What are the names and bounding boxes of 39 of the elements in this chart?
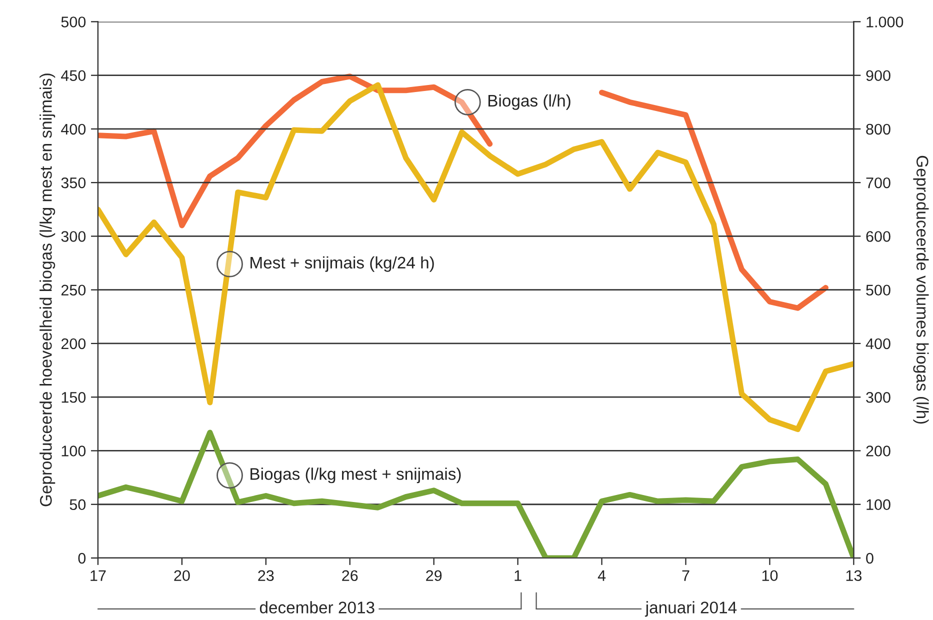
x-tick-label: 20	[174, 570, 190, 582]
x-tick-label: 17	[90, 570, 106, 581]
y2-tick-label: 600	[866, 231, 890, 242]
y-tick-label: 350	[61, 177, 86, 188]
y2-tick-label: 300	[866, 392, 890, 403]
y-tick-label: 150	[62, 392, 86, 403]
x-tick-label: 4	[598, 570, 606, 581]
y-tick-label: 250	[61, 284, 86, 296]
x-tick-label: 7	[682, 570, 690, 581]
y2-tick-label: 1.000	[866, 16, 904, 28]
y-tick-label: 200	[61, 338, 86, 350]
annotation: Mest + snijmais (kg/24 h)	[250, 256, 434, 272]
y-tick-label: 500	[61, 16, 86, 28]
y-tick-label: 450	[61, 70, 86, 82]
y2-tick-label: 800	[866, 124, 890, 135]
text: december 2013	[260, 601, 374, 614]
y2-tick-label: 400	[866, 338, 890, 350]
annotation: Biogas (l/h)	[488, 94, 570, 110]
text: januari 2014	[644, 601, 737, 617]
x-tick-label: 29	[426, 570, 442, 582]
y2-tick-label: 900	[866, 70, 890, 82]
y2-tick-label: 200	[866, 446, 890, 456]
y2-tick-label: 700	[866, 177, 890, 188]
y-tick-label: 300	[61, 231, 86, 242]
y-tick-label: 400	[61, 124, 86, 135]
y2-tick-label: 100	[866, 499, 890, 510]
y-tick-label: 0	[78, 552, 86, 564]
x-tick-label: 23	[258, 570, 274, 582]
y2-axis-title: Geproduceerde volumes biogas (l/h)	[913, 156, 929, 424]
annotation: Biogas (l/kg mest + snijmais)	[250, 468, 461, 484]
x-tick-label: 1	[514, 570, 522, 581]
y-tick-label: 100	[62, 446, 86, 456]
y2-tick-label: 0	[866, 552, 874, 564]
x-tick-label: 26	[342, 570, 358, 582]
x-tick-label: 13	[846, 570, 862, 582]
y2-tick-label: 500	[866, 284, 890, 296]
y-axis-title: Geproduceerde hoeveelheid biogas (l/kg mest en snijmais)	[40, 74, 56, 506]
y-tick-label: 50	[70, 499, 86, 510]
x-tick-label: 10	[762, 570, 778, 582]
